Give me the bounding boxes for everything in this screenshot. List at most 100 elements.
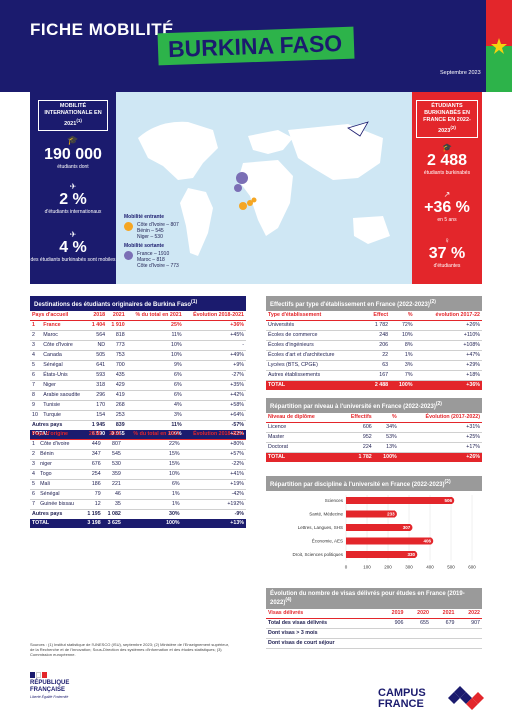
table-cell: 6% (126, 380, 184, 391)
table-cell: +36% (183, 320, 246, 331)
table-cell: -27% (183, 370, 246, 381)
bar-cap (442, 497, 455, 504)
table-cell: +25% (398, 432, 482, 443)
col-header: 2019 (379, 609, 406, 619)
visas-table: Évolution du nombre de visas délivrés po… (266, 588, 482, 649)
col-header: Pays d'accueil (30, 311, 88, 321)
table-cell: +108% (414, 340, 482, 351)
table-cell: 3 (30, 340, 42, 351)
bar (346, 537, 432, 545)
table-row: 7 Niger 318 429 6% +35% (30, 380, 246, 391)
visas-title: Évolution du nombre de visas délivrés po… (266, 588, 482, 609)
table-cell: 7 (30, 380, 42, 391)
female-icon: ♀ (444, 236, 450, 245)
table-cell: 53% (373, 432, 399, 443)
col-header: 2020 (405, 609, 431, 619)
table-cell: 1 (30, 439, 39, 450)
table-row: Dont visas > 3 mois (266, 628, 482, 639)
table-cell: 2 (30, 330, 42, 341)
col-header: % (373, 413, 399, 423)
table-cell: 10% (126, 350, 184, 361)
etablissement-table: Effectifs par type d'établissement en Fr… (266, 296, 482, 390)
table-cell: Côte d'Ivoire (41, 340, 88, 351)
table-cell: 10% (390, 330, 415, 341)
table-cell: 100% (373, 452, 399, 462)
col-header: % du total en 2021 (126, 311, 184, 321)
table-cell: +45% (183, 330, 246, 341)
left-pct-intl: 2 % (59, 191, 87, 208)
table-cell: Bénin (38, 449, 83, 460)
discipline-panel: Répartition par discipline à l'universit… (266, 476, 482, 584)
table-cell: 22 (364, 350, 391, 361)
col-header: % (390, 311, 415, 321)
table-cell: +35% (183, 380, 246, 391)
table-cell: 268 (107, 400, 127, 411)
map-legend: Mobilité entrante Côte d'Ivoire – 807 Bé… (124, 214, 179, 269)
table-cell: -57% (231, 422, 244, 428)
table-row: Master 952 53% +25% (266, 432, 482, 443)
table-cell: 6 (30, 489, 39, 500)
autres-row: Autres pays 1 945 839 11% -57% (30, 421, 246, 431)
fiche-title: FICHE MOBILITÉ (30, 20, 174, 39)
table-cell: 818 (107, 330, 127, 341)
table-cell (456, 628, 482, 639)
right-students: 2 488 (426, 152, 468, 169)
discipline-chart: 0 100 200 300 400 500 600 Sciences 506 Santé, Méd… (292, 495, 476, 570)
table-cell: 3% (126, 410, 184, 421)
table-cell: 419 (107, 390, 127, 401)
table-cell: 10 (30, 410, 42, 421)
col-header: 2022 (456, 609, 482, 619)
table-cell: 296 (87, 390, 108, 401)
cote-ivoire-bubble (239, 202, 247, 210)
table-cell: 1 945 (91, 422, 106, 428)
table-cell: 593 (87, 370, 108, 381)
table-cell: +42% (183, 390, 246, 401)
bar-cap (421, 537, 434, 545)
table-cell: +192% (181, 499, 246, 510)
x-tick-label: 500 (447, 565, 455, 570)
table-cell: 6% (126, 390, 184, 401)
bar-cap (405, 551, 418, 558)
total-row: TOTAL 2 488 100% +36% (266, 380, 482, 390)
legend-out-dot (124, 251, 133, 260)
table-cell: 100% (122, 519, 182, 528)
table-cell: 154 (87, 410, 108, 421)
table-cell: 6% (126, 370, 184, 381)
table-cell: États-Unis (41, 370, 88, 381)
table-cell: +36% (414, 380, 482, 390)
table-cell: Lycées (BTS, CPGE) (266, 360, 365, 371)
table-cell: 3 198 (82, 519, 103, 528)
destinations-title: Destinations des étudiants originaires d… (30, 296, 246, 311)
table-cell: +58% (183, 400, 246, 411)
table-row: 2 Bénin 347 545 15% +57% (30, 449, 246, 460)
table-cell: 907 (456, 618, 482, 629)
table-cell: Écoles d'art et d'architecture (266, 350, 365, 361)
legend-in-title: Mobilité entrante (124, 214, 165, 220)
col-header: Évolution 2018-2021 (181, 430, 246, 440)
table-row: 6 États-Unis 593 435 6% -27% (30, 370, 246, 381)
table-cell: 1 (30, 320, 42, 331)
table-cell: 100% (390, 380, 415, 390)
table-cell: 15% (122, 459, 182, 470)
table-cell: Tunisie (41, 400, 88, 411)
table-cell: 15% (122, 449, 182, 460)
table-cell: Sénégal (38, 489, 83, 500)
table-cell: 435 (107, 370, 127, 381)
origin-table: Pays d'origine 2018 2021 % du total en 2… (30, 430, 246, 528)
table-cell: +17% (398, 442, 482, 453)
x-tick-label: 300 (405, 565, 413, 570)
right-women-label: d'étudiantes (433, 263, 461, 269)
table-cell: Doctorat (266, 442, 339, 453)
table-row: Total des visas délivrés 906 655 679 907 (266, 618, 482, 629)
table-row: 3 Côte d'Ivoire ND 773 10% - (30, 340, 246, 351)
legend-in-item: Niger – 530 (137, 234, 163, 240)
table-row: Universités 1 782 72% +26% (266, 320, 482, 331)
table-cell: 221 (102, 479, 123, 490)
table-cell: 10% (122, 469, 182, 480)
table-cell: 530 (102, 459, 123, 470)
autres-row: Autres pays 1 195 1 082 30% -9% (30, 510, 246, 520)
col-header: Effect (364, 311, 391, 321)
data-label: 233 (387, 512, 395, 517)
table-cell (405, 638, 431, 649)
table-cell: 11% (171, 422, 182, 428)
